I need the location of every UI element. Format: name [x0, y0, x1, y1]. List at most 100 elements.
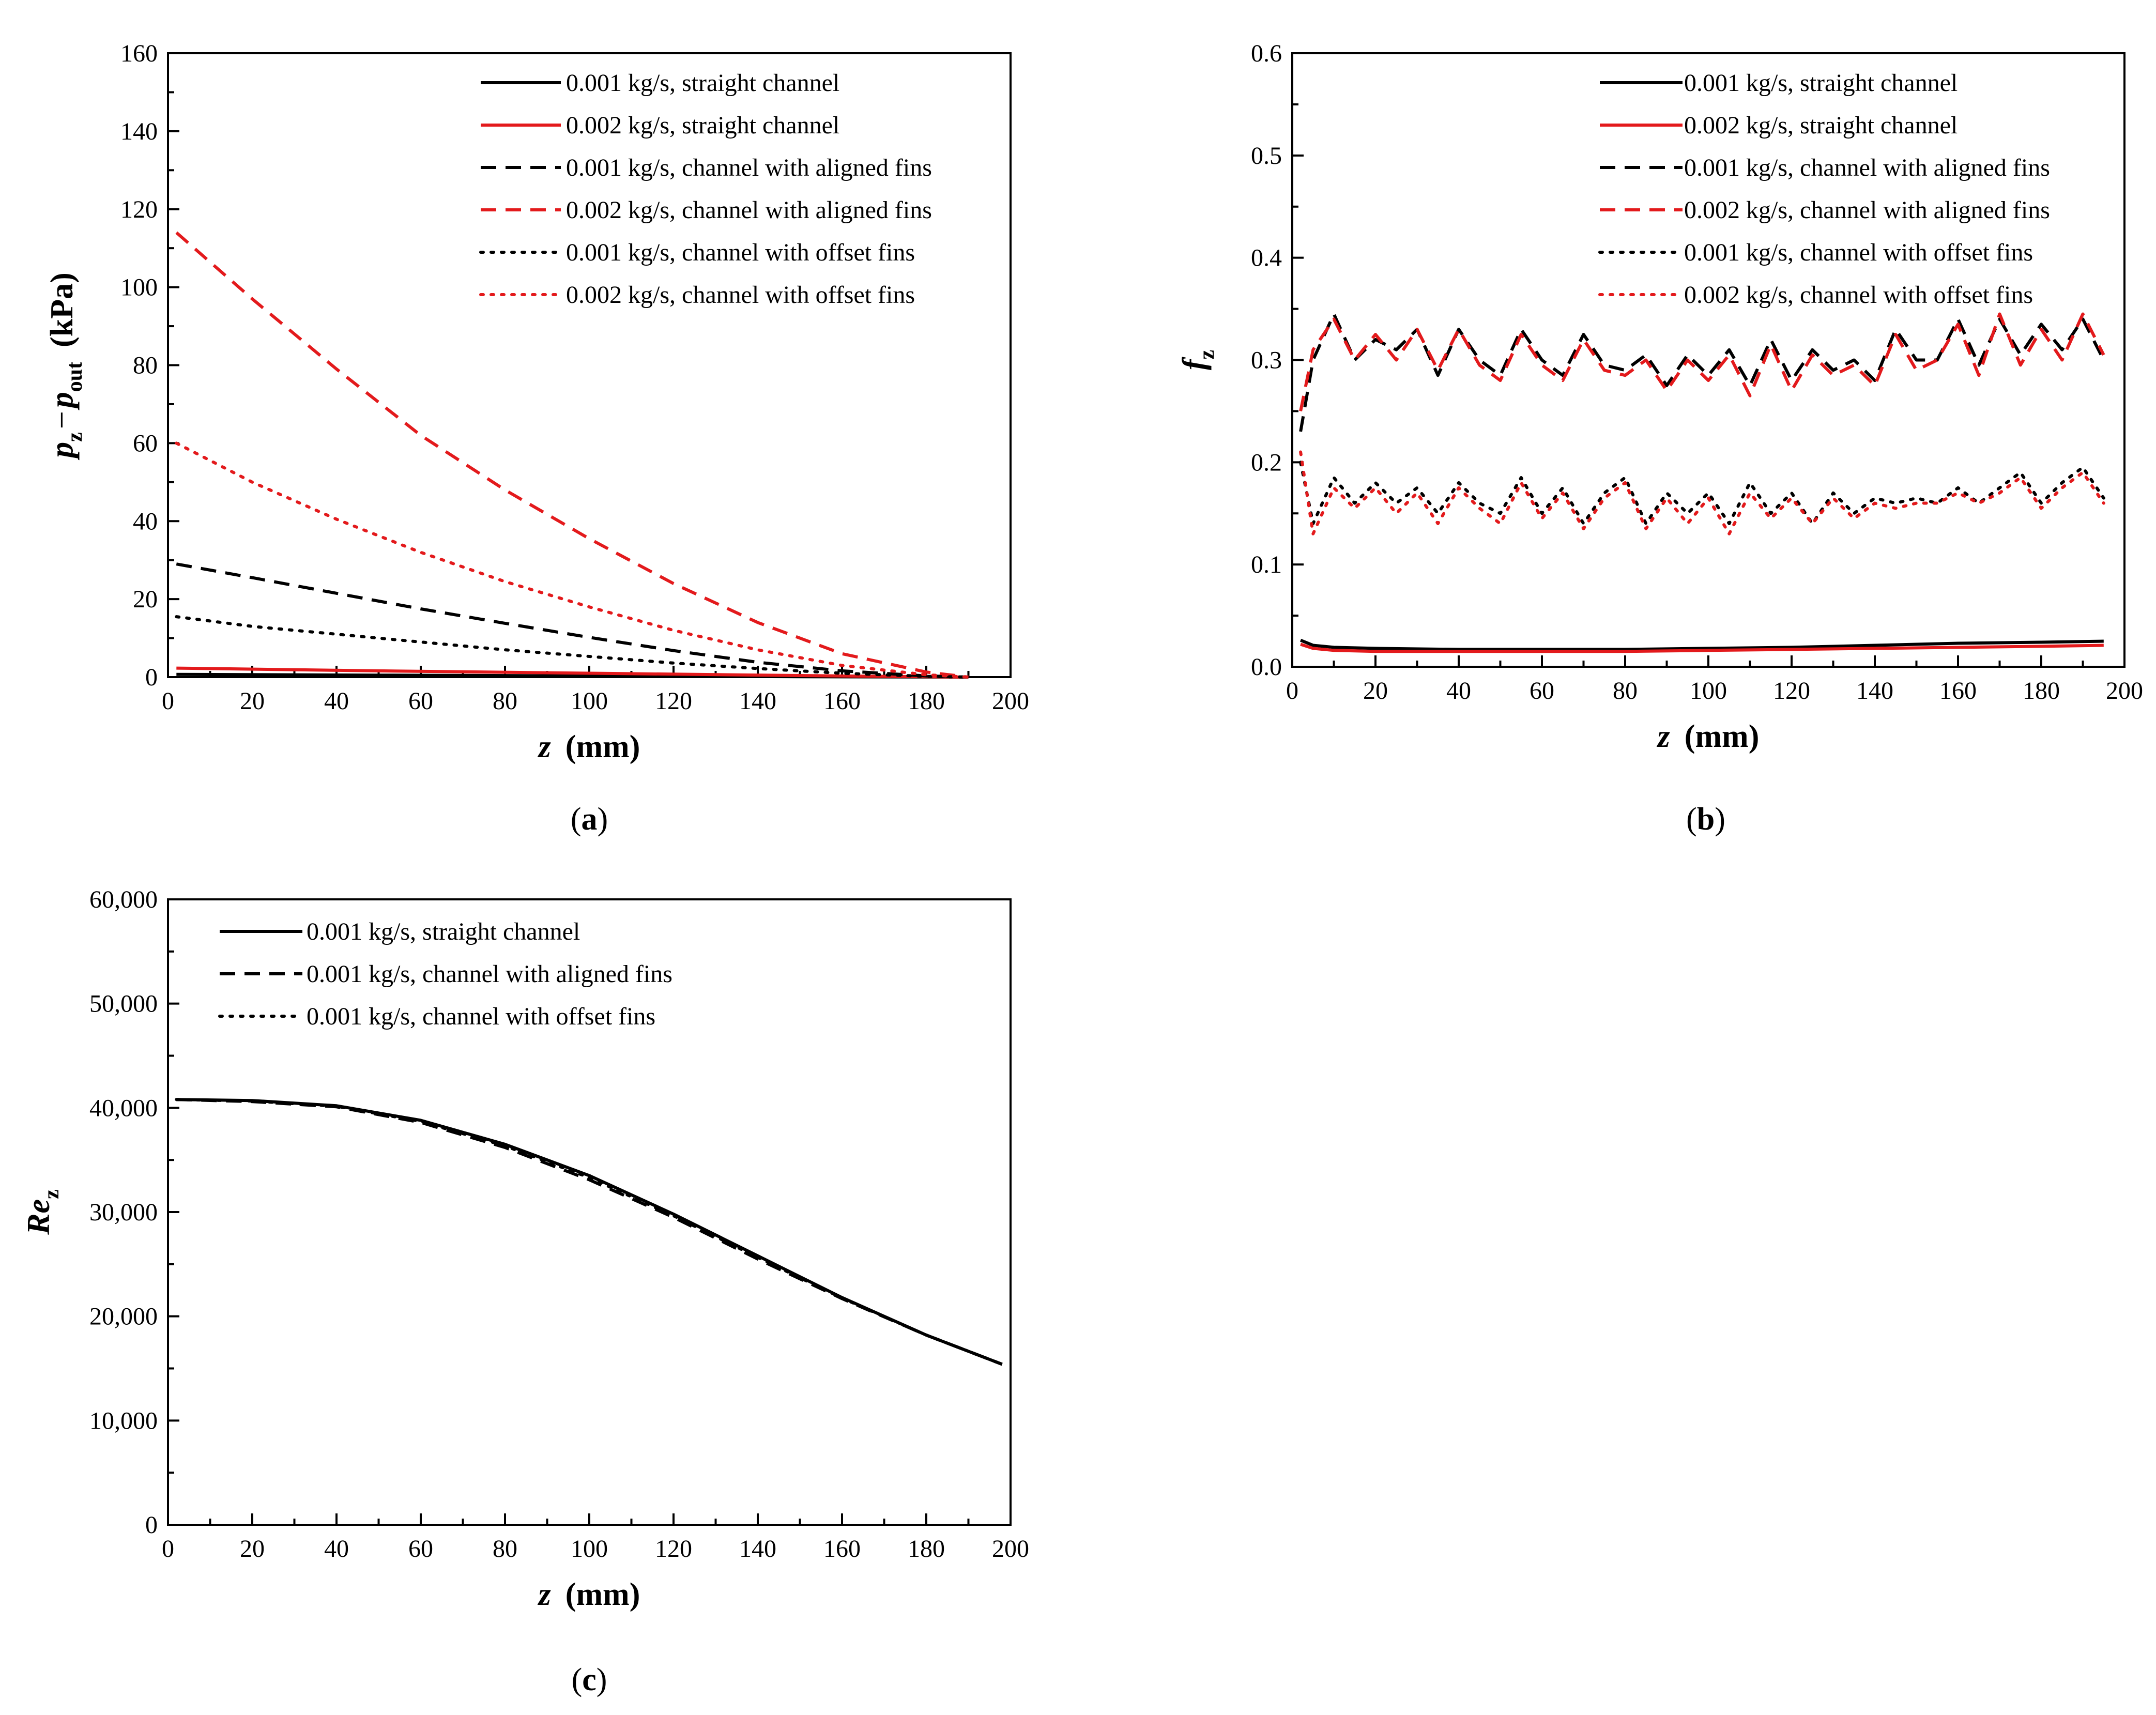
panel-label-open: (	[572, 1662, 583, 1697]
x-tick-label: 140	[1856, 677, 1893, 705]
panel-label-open: (	[571, 802, 582, 837]
x-axis-var: z	[538, 1577, 551, 1612]
x-tick-label: 140	[739, 1535, 776, 1563]
x-axis-unit: (mm)	[565, 729, 640, 764]
legend-label: 0.002 kg/s, channel with aligned fins	[1684, 196, 2050, 224]
x-tick-label: 40	[324, 1535, 349, 1563]
series-line-2	[176, 666, 969, 679]
y-tick-label: 40	[133, 508, 158, 535]
legend: 0.001 kg/s, straight channel 0.002 kg/s, …	[1598, 69, 2050, 309]
panel-label-letter: b	[1697, 802, 1715, 837]
y-tick-label: 30,000	[89, 1199, 158, 1226]
x-axis-var: z	[1657, 719, 1670, 754]
y-tick-label: 120	[120, 196, 158, 223]
y-tick-label: 0.3	[1251, 347, 1282, 374]
y-tick-label: 50,000	[89, 990, 158, 1018]
x-tick-label: 60	[1530, 677, 1554, 705]
legend-label: 0.001 kg/s, channel with offset fins	[566, 239, 915, 266]
series-line-6	[175, 441, 970, 679]
x-tick-label: 100	[1690, 677, 1727, 705]
x-tick-label: 0	[162, 687, 174, 715]
x-axis-title: z (mm)	[1657, 719, 1760, 754]
x-axis-title: z (mm)	[538, 1577, 640, 1612]
x-tick-label: 160	[823, 1535, 861, 1563]
x-tick-label: 20	[240, 1535, 265, 1563]
legend-label: 0.001 kg/s, channel with aligned fins	[307, 960, 672, 988]
y-tick-label: 140	[120, 118, 158, 145]
legend-label: 0.002 kg/s, straight channel	[566, 112, 839, 139]
panel-label-close: )	[598, 802, 608, 837]
panel-label-open: (	[1686, 802, 1697, 837]
x-tick-label: 0	[1286, 677, 1298, 705]
x-tick-label: 40	[324, 687, 349, 715]
series-line-1	[176, 1098, 1003, 1366]
y-tick-label: 20	[133, 586, 158, 613]
y-tick-label: 0.6	[1251, 40, 1282, 67]
series-line-2	[1300, 642, 2104, 653]
panel-label-letter: a	[582, 802, 598, 837]
y-tick-label: 160	[120, 40, 158, 67]
x-tick-label: 20	[240, 687, 265, 715]
x-axis-var: z	[538, 729, 551, 764]
y-axis-unit: (kPa)	[44, 272, 80, 347]
y-axis-title: pz−pout(kPa)	[44, 272, 87, 461]
x-tick-label: 80	[1613, 677, 1638, 705]
panel-label-close: )	[597, 1662, 607, 1697]
series-line-4	[175, 231, 969, 679]
y-axis-subscript: z	[63, 432, 87, 442]
y-axis-minus: −	[44, 411, 80, 429]
panel-label-close: )	[1715, 802, 1725, 837]
x-tick-label: 60	[408, 1535, 433, 1563]
panel-label: (b)	[1686, 802, 1725, 837]
x-tick-label: 200	[992, 687, 1029, 715]
legend-label: 0.001 kg/s, straight channel	[307, 918, 580, 945]
x-tick-label: 180	[908, 687, 945, 715]
legend-label: 0.001 kg/s, straight channel	[566, 69, 839, 97]
panel-label-letter: c	[582, 1662, 597, 1697]
x-tick-label: 120	[1773, 677, 1810, 705]
y-axis-title: Rez	[21, 1189, 64, 1235]
x-tick-label: 180	[908, 1535, 945, 1563]
chart-panel-b: 0 20 40 60 80 100 120 140 160 180 200 0.0 0.1 0.2 0.3 0…	[1176, 40, 2143, 837]
plot-frame	[167, 52, 1012, 678]
y-axis-symbol-2: p	[44, 392, 80, 410]
panel-label: (a)	[571, 802, 608, 837]
legend: 0.001 kg/s, straight channel 0.001 kg/s, …	[218, 918, 672, 1030]
legend-label: 0.002 kg/s, channel with aligned fins	[566, 196, 932, 224]
series-line-2	[176, 1098, 1003, 1366]
plot-frame	[1291, 52, 2126, 668]
x-tick-label: 160	[1939, 677, 1977, 705]
y-tick-label: 0.1	[1251, 551, 1282, 578]
chart-panel-a: 0 20 40 60 80 100 120 140 160 180 200 0 20 40 60 80 100 1…	[44, 40, 1029, 837]
x-tick-label: 200	[2106, 677, 2143, 705]
y-tick-label: 100	[120, 274, 158, 301]
legend-label: 0.001 kg/s, channel with offset fins	[307, 1003, 655, 1030]
y-tick-label: 0.4	[1251, 244, 1282, 272]
y-axis-symbol: Re	[21, 1199, 56, 1235]
legend: 0.001 kg/s, straight channel 0.002 kg/s, …	[479, 69, 932, 309]
y-tick-label: 0	[145, 1511, 158, 1539]
legend-label: 0.002 kg/s, channel with offset fins	[566, 281, 915, 309]
chart-panel-c: 0 20 40 60 80 100 120 140 160 180 200 0 10,000 20,000…	[21, 886, 1029, 1697]
series-line-6	[1299, 450, 2105, 535]
panel-label: (c)	[572, 1662, 607, 1697]
legend-label: 0.002 kg/s, straight channel	[1684, 112, 1958, 139]
series-line-1	[1299, 638, 2104, 651]
x-tick-label: 60	[408, 687, 433, 715]
series-line-5	[1299, 461, 2105, 525]
x-tick-label: 180	[2023, 677, 2060, 705]
x-tick-label: 160	[823, 687, 861, 715]
x-tick-label: 120	[655, 687, 692, 715]
x-tick-label: 100	[571, 1535, 608, 1563]
series-line-5	[175, 615, 970, 679]
y-tick-label: 0.5	[1251, 142, 1282, 170]
legend-label: 0.001 kg/s, channel with aligned fins	[1684, 154, 2050, 181]
x-tick-label: 120	[655, 1535, 692, 1563]
y-tick-label: 10,000	[89, 1407, 158, 1434]
legend-label: 0.001 kg/s, straight channel	[1684, 69, 1958, 97]
plot-frame	[167, 898, 1012, 1526]
series-line-4	[1299, 312, 2105, 411]
legend-label: 0.001 kg/s, channel with offset fins	[1684, 239, 2033, 266]
series-line-3	[175, 1098, 1004, 1366]
